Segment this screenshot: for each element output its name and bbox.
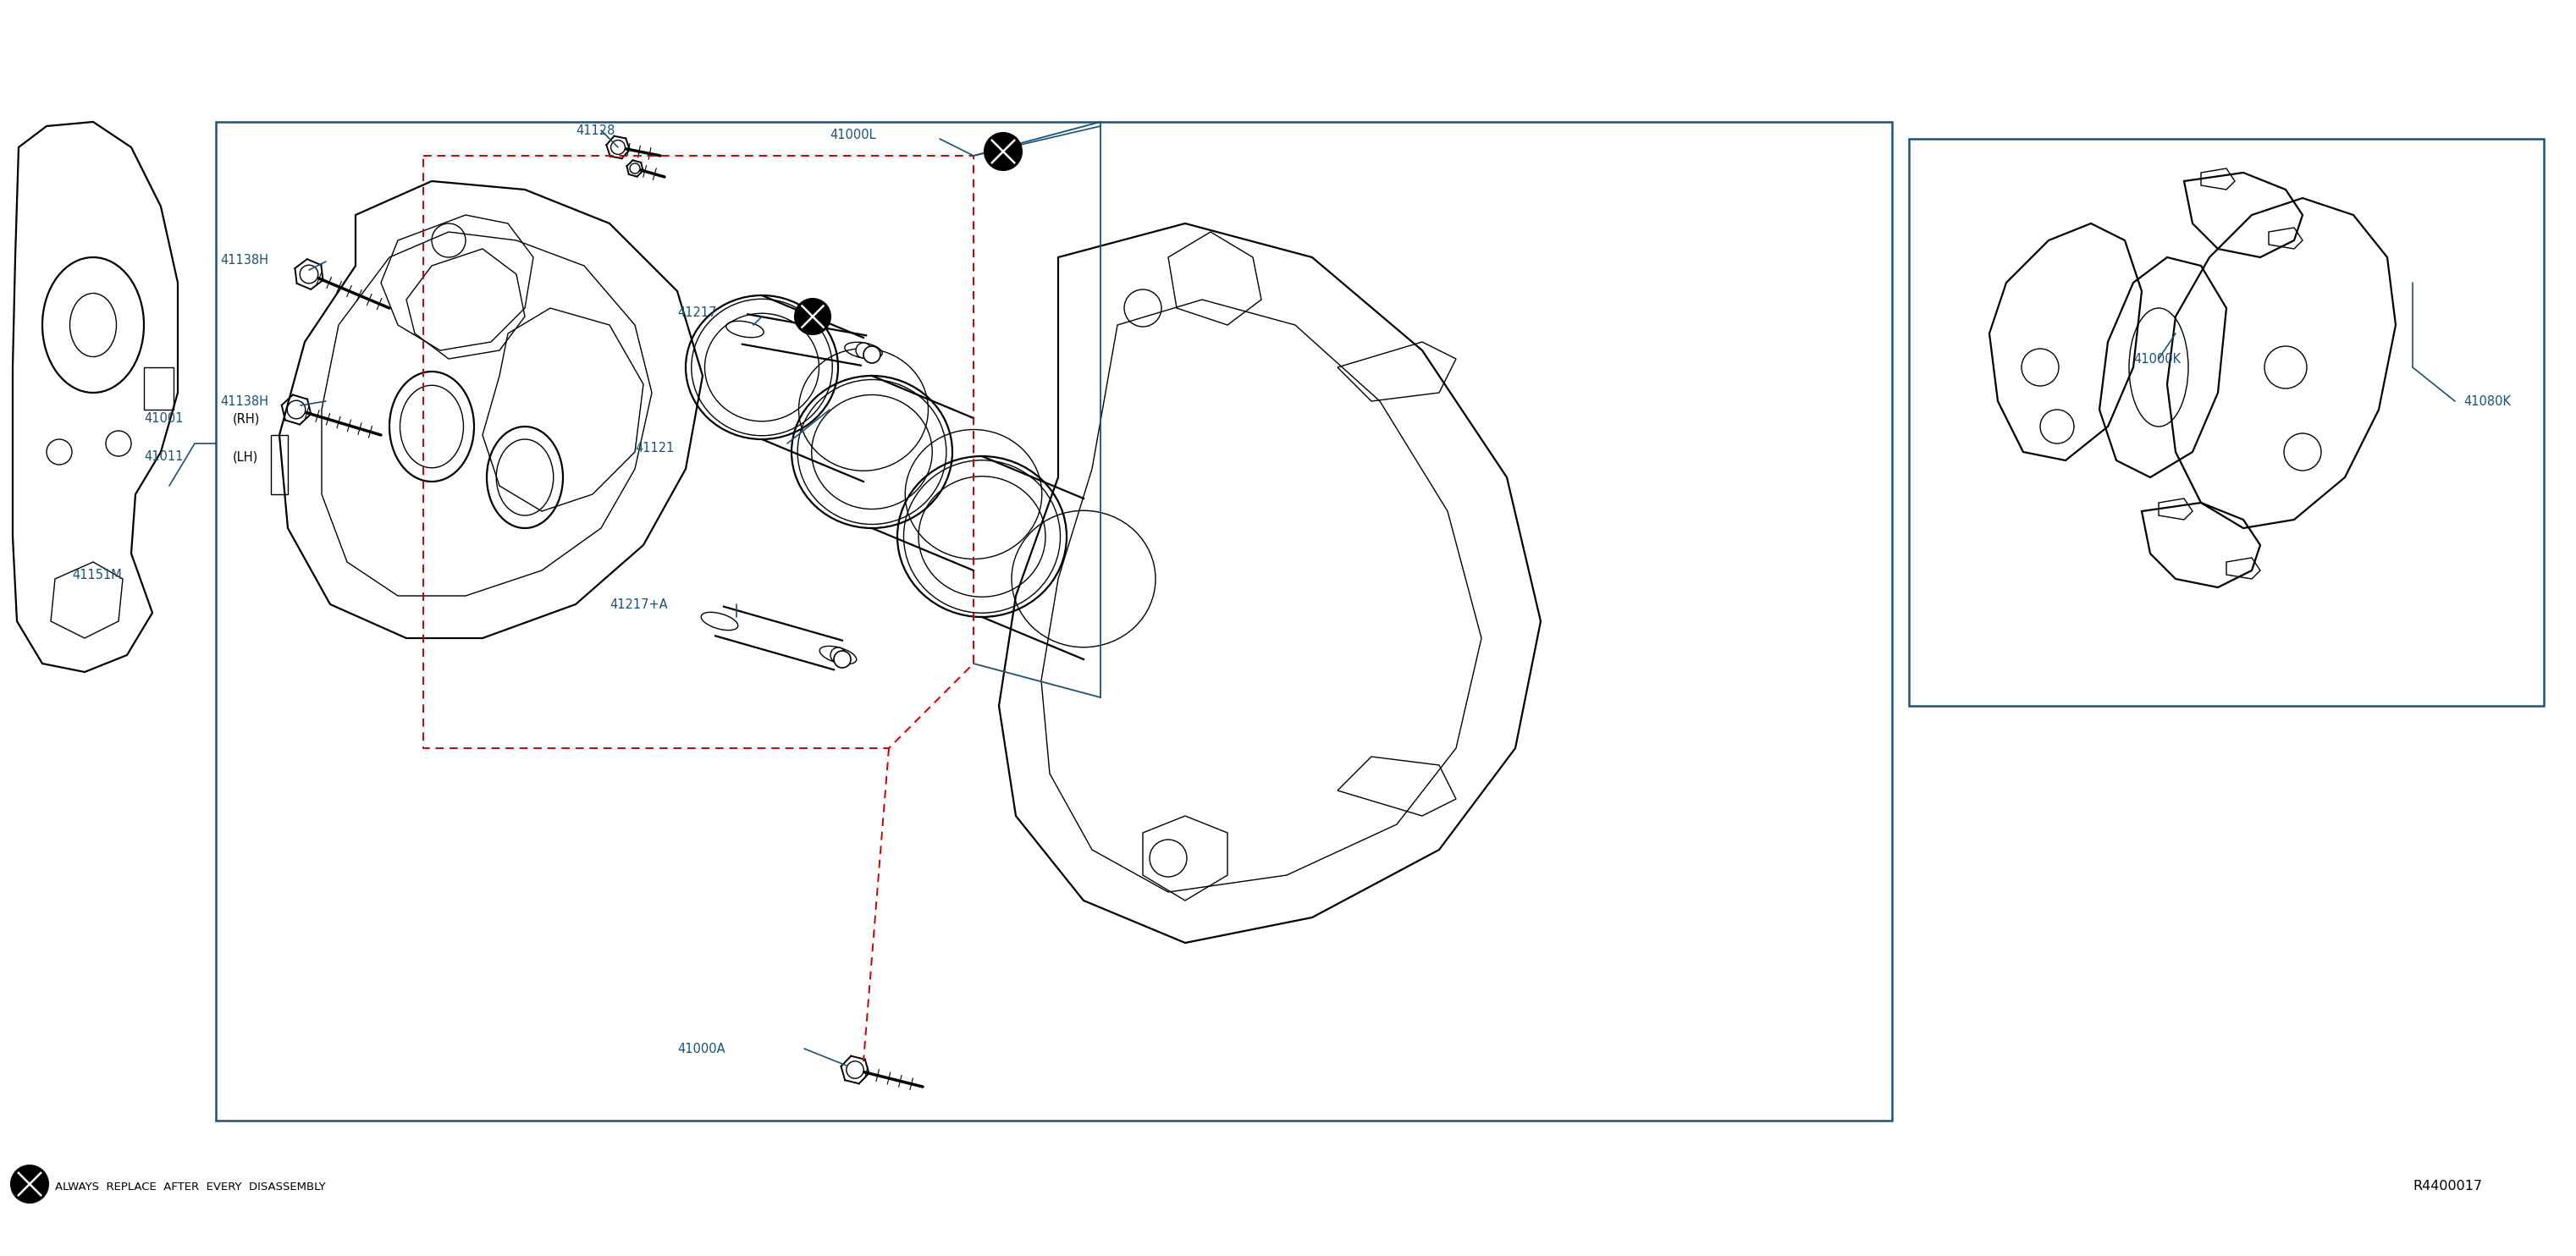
Circle shape — [611, 141, 626, 154]
Text: 41121: 41121 — [634, 442, 675, 455]
Circle shape — [829, 647, 845, 663]
Text: ALWAYS  REPLACE  AFTER  EVERY  DISASSEMBLY: ALWAYS REPLACE AFTER EVERY DISASSEMBLY — [54, 1181, 325, 1192]
Text: 41001: 41001 — [144, 412, 183, 425]
Circle shape — [984, 133, 1023, 170]
Circle shape — [10, 1166, 49, 1203]
Circle shape — [796, 299, 829, 334]
Text: 41138H: 41138H — [219, 254, 268, 266]
Text: 41000K: 41000K — [2133, 353, 2182, 365]
Text: 41128: 41128 — [574, 124, 616, 137]
Bar — [1909, 139, 2545, 706]
Text: R4400017: R4400017 — [2414, 1181, 2483, 1193]
Text: 41000L: 41000L — [829, 128, 876, 142]
Text: 41000A: 41000A — [677, 1042, 726, 1055]
Text: 41011: 41011 — [144, 450, 183, 463]
Circle shape — [835, 651, 850, 668]
Bar — [216, 122, 1891, 1120]
Circle shape — [286, 401, 307, 418]
Circle shape — [855, 343, 871, 358]
Text: 41217+A: 41217+A — [611, 598, 667, 612]
Text: 41138H: 41138H — [219, 396, 268, 408]
Circle shape — [629, 163, 639, 173]
Text: 41080K: 41080K — [2463, 396, 2512, 408]
Circle shape — [863, 347, 881, 363]
Text: 41151M: 41151M — [72, 569, 121, 582]
Text: (LH): (LH) — [232, 450, 258, 463]
Circle shape — [299, 265, 317, 284]
Circle shape — [848, 1061, 863, 1079]
Text: 41217: 41217 — [677, 306, 716, 319]
Text: (RH): (RH) — [232, 412, 260, 425]
